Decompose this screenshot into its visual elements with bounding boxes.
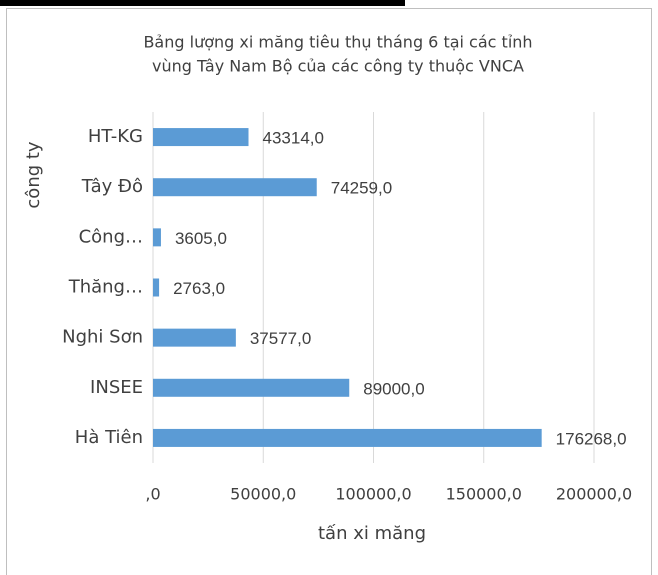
- data-label: 43314,0: [263, 129, 324, 148]
- y-tick-label: Thăng…: [68, 277, 143, 298]
- bar: [153, 378, 350, 397]
- y-tick-label: Tây Đô: [81, 176, 143, 197]
- data-label: 3605,0: [175, 229, 227, 248]
- y-tick-label: Nghi Sơn: [62, 327, 143, 348]
- y-tick-label: Công…: [79, 226, 143, 247]
- y-tick-label: Hà Tiên: [75, 427, 143, 448]
- bar: [153, 228, 161, 247]
- bar: [153, 128, 249, 147]
- y-tick-label: INSEE: [90, 377, 143, 398]
- data-label: 176268,0: [556, 429, 627, 448]
- bar: [153, 178, 317, 197]
- x-tick-label: ,0: [145, 485, 160, 504]
- y-axis-label: công ty: [23, 141, 44, 209]
- data-label: 74259,0: [331, 179, 392, 198]
- data-label: 2763,0: [173, 279, 225, 298]
- top-bar: [0, 0, 405, 6]
- x-tick-label: 100000,0: [335, 485, 411, 504]
- bar: [153, 278, 160, 297]
- bar: [153, 328, 236, 347]
- y-tick-label: HT-KG: [88, 126, 143, 147]
- data-label: 37577,0: [250, 329, 311, 348]
- x-tick-label: 200000,0: [556, 485, 632, 504]
- chart-title: Bảng lượng xi măng tiêu thụ tháng 6 tại …: [143, 33, 532, 52]
- chart-title: vùng Tây Nam Bộ của các công ty thuộc VN…: [152, 57, 524, 76]
- x-axis-label: tấn xi măng: [318, 523, 426, 544]
- bar: [153, 428, 542, 447]
- x-tick-label: 150000,0: [446, 485, 522, 504]
- x-tick-label: 50000,0: [230, 485, 296, 504]
- data-label: 89000,0: [363, 379, 424, 398]
- chart-border: [6, 8, 652, 575]
